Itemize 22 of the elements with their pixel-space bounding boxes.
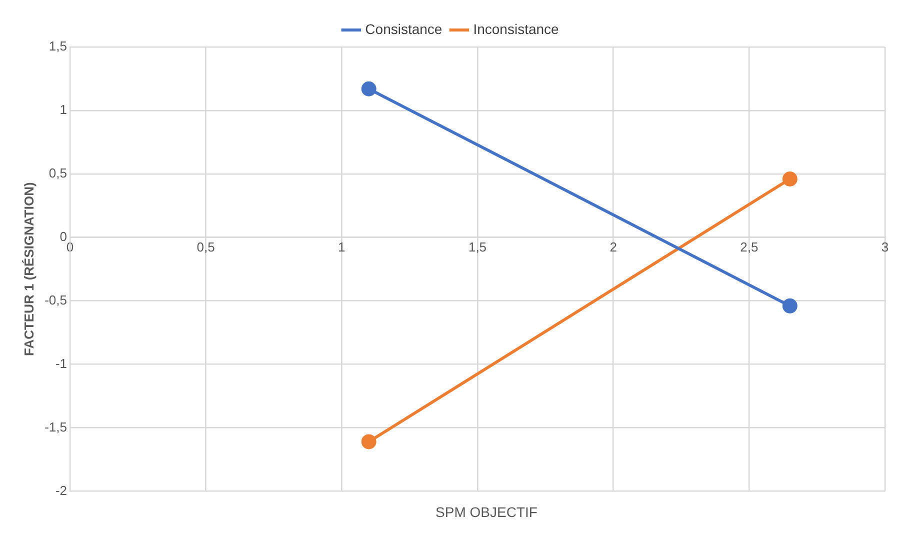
x-tick-label: 3 <box>881 240 889 255</box>
y-tick-label: 1 <box>60 102 67 118</box>
x-tick-label: 0,5 <box>196 240 215 255</box>
y-tick-label: -0,5 <box>44 292 67 308</box>
x-axis-title: SPM OBJECTIF <box>434 504 538 520</box>
x-tick-label: 2 <box>610 240 617 255</box>
point <box>782 298 798 314</box>
point <box>361 434 376 450</box>
x-tick-label: 2,5 <box>740 240 758 255</box>
legend-label: Inconsistance <box>473 20 560 37</box>
y-tick-label: 0,5 <box>48 165 67 180</box>
legend-label: Consistance <box>365 20 442 37</box>
y-axis-title: FACTEUR 1 (RÉSIGNATION) <box>21 182 36 356</box>
y-tick-label: 1,5 <box>48 38 67 54</box>
y-tick-label: -2 <box>55 482 67 498</box>
x-tick-label: 1 <box>338 240 346 255</box>
point <box>361 81 376 96</box>
y-tick-label: -1 <box>55 356 67 371</box>
x-tick-label: 1,5 <box>468 240 487 255</box>
y-tick-label: -1,5 <box>44 419 67 434</box>
point <box>782 171 798 186</box>
y-tick-label: 0 <box>60 228 67 244</box>
